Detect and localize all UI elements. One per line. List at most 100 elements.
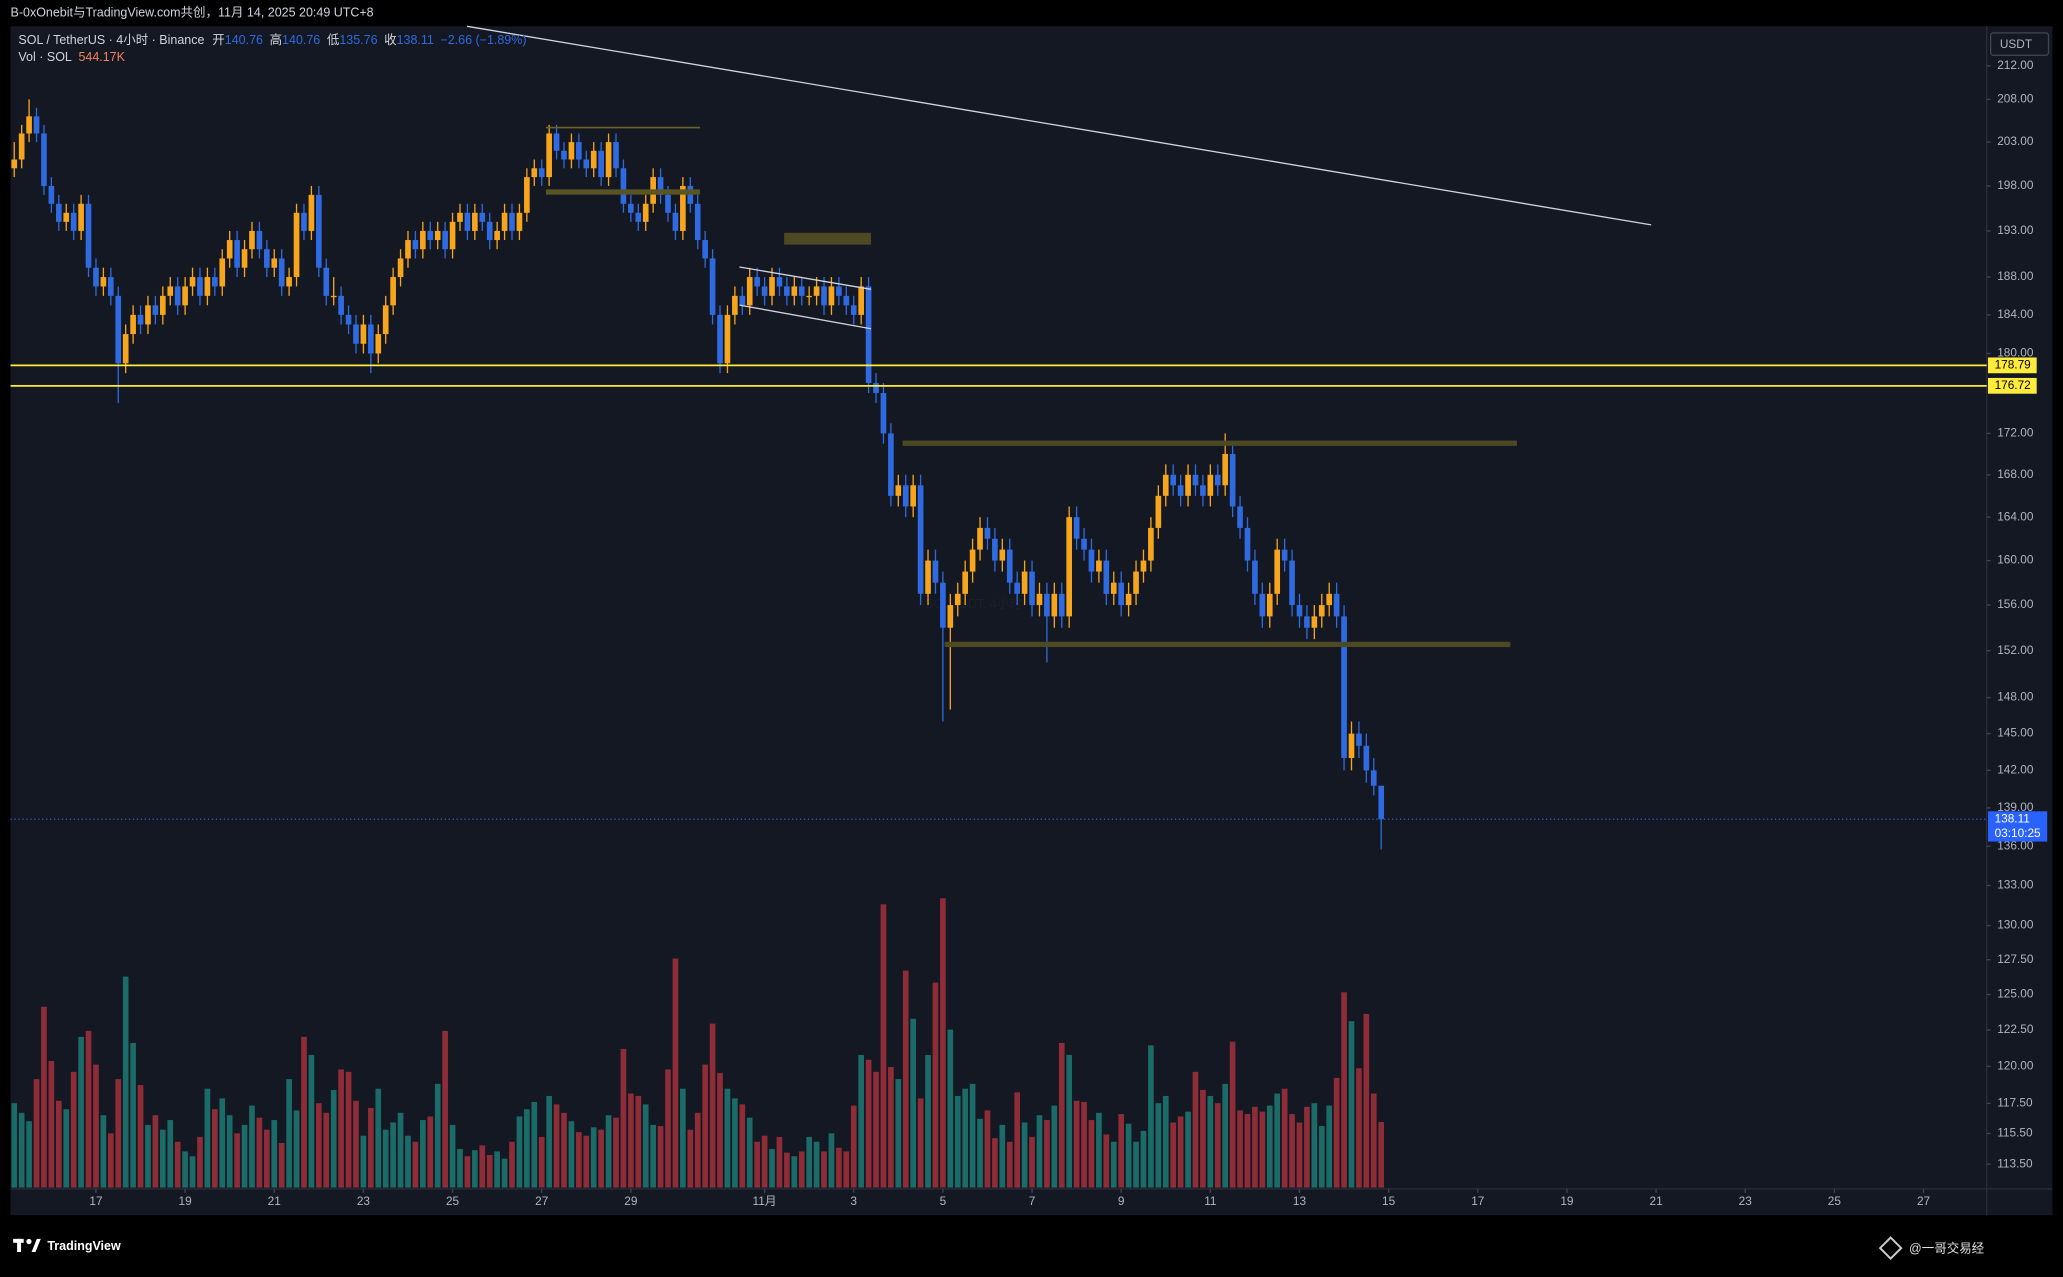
candle-body — [813, 286, 820, 296]
level-label: 178.79 — [1995, 357, 2032, 371]
candle-body — [472, 212, 478, 231]
x-tick-label: 3 — [850, 1194, 857, 1208]
volume-bar — [18, 1112, 25, 1188]
volume-bar — [1140, 1130, 1147, 1188]
candle-body — [33, 116, 40, 134]
volume-bar — [145, 1124, 151, 1188]
candle-body — [212, 277, 218, 287]
y-tick-label: 160.00 — [1997, 553, 2034, 567]
volume-bar — [672, 958, 679, 1188]
volume-bar — [1356, 1068, 1362, 1188]
volume-bar — [1185, 1111, 1191, 1188]
candle-body — [702, 240, 708, 259]
volume-bar — [680, 1088, 686, 1188]
candle-body — [449, 221, 456, 250]
y-tick-label: 117.50 — [1997, 1095, 2033, 1109]
volume-bar — [1006, 1141, 1013, 1188]
y-tick-label: 180.00 — [1997, 346, 2034, 360]
candle-body — [100, 277, 107, 287]
candle-body — [442, 230, 448, 250]
volume-bar — [457, 1148, 463, 1188]
axes: 212.00 208.00 203.00 198.00 193.00 188.00 184.… — [89, 58, 2048, 1208]
candle-body — [226, 240, 233, 259]
value: 140.76 — [282, 33, 320, 47]
volume-bar — [925, 1054, 931, 1188]
volume-bar — [1266, 1105, 1273, 1188]
volume-bar — [524, 1109, 530, 1188]
candle-body — [717, 314, 723, 364]
volume-bar — [665, 1069, 671, 1188]
volume-bar — [137, 1085, 144, 1188]
candle-body — [1081, 538, 1087, 550]
volume-bar — [546, 1095, 552, 1188]
volume-bar — [784, 1152, 790, 1188]
volume-bar — [1081, 1101, 1087, 1188]
candle-body — [657, 177, 664, 195]
candle-body — [286, 277, 292, 287]
volume-bar — [1044, 1120, 1050, 1188]
candle-body — [947, 605, 954, 628]
volume-bar — [1333, 1077, 1340, 1188]
volume-bar — [501, 1158, 508, 1188]
candle-body — [1214, 474, 1221, 486]
candle-body — [1222, 453, 1229, 486]
y-tick-label: 164.00 — [1997, 509, 2034, 523]
volume-bar — [1274, 1093, 1281, 1188]
candle-body — [18, 133, 25, 160]
volume-bar — [479, 1145, 486, 1188]
x-tick-label: 21 — [1650, 1194, 1663, 1208]
candle-body — [538, 168, 545, 178]
volume-bar — [635, 1095, 642, 1188]
candle-body — [360, 324, 367, 344]
volume-bar — [1207, 1095, 1214, 1188]
volume-bar — [657, 1126, 664, 1188]
x-tick-label: 25 — [446, 1194, 460, 1208]
volume-bar — [628, 1093, 634, 1188]
candle-body — [635, 212, 642, 222]
candle-body — [1326, 593, 1333, 606]
volume-bar — [553, 1104, 560, 1188]
volume-bar — [605, 1115, 612, 1188]
volume-bar — [590, 1127, 597, 1188]
volume-bar — [33, 1079, 40, 1188]
volume-bar — [494, 1151, 500, 1188]
y-tick-label: 133.00 — [1997, 878, 2034, 892]
currency[interactable]: USDT — [2000, 37, 2032, 51]
volume-bar — [620, 1048, 627, 1188]
volume-bar — [1259, 1111, 1266, 1188]
x-tick-label: 11月 — [753, 1194, 777, 1208]
candle-body — [494, 230, 500, 241]
x-tick-label: 11 — [1204, 1194, 1216, 1208]
volume-bar — [880, 904, 887, 1188]
candle-body — [152, 305, 159, 315]
volume-bar — [769, 1148, 775, 1188]
volume-bar — [977, 1118, 983, 1188]
candle-body — [48, 185, 55, 204]
candle-body — [553, 133, 560, 151]
y-tick-label: 156.00 — [1997, 597, 2034, 611]
volume-bar — [1177, 1116, 1184, 1188]
candle-body — [672, 212, 679, 231]
candle-body — [427, 230, 434, 241]
candle-body — [873, 383, 879, 394]
currency-box[interactable] — [1989, 32, 2050, 56]
candle-body — [167, 286, 174, 296]
volume-bar — [241, 1124, 248, 1188]
candle-body — [1066, 517, 1073, 617]
volume-bar — [717, 1073, 723, 1188]
candle-body — [11, 159, 18, 169]
volume-bar — [353, 1100, 359, 1188]
candle-body — [1192, 474, 1199, 486]
volume-bar — [754, 1141, 760, 1188]
volume-bar — [821, 1151, 827, 1188]
label: 高 — [270, 32, 282, 47]
volume-bar — [107, 1133, 114, 1188]
candle-body — [583, 159, 590, 169]
volume-bar — [642, 1104, 649, 1188]
volume-bar — [709, 1023, 716, 1188]
volume-bar — [464, 1156, 471, 1188]
volume-bar — [174, 1141, 181, 1188]
volume-bar — [204, 1088, 211, 1188]
candle-body — [301, 212, 307, 231]
